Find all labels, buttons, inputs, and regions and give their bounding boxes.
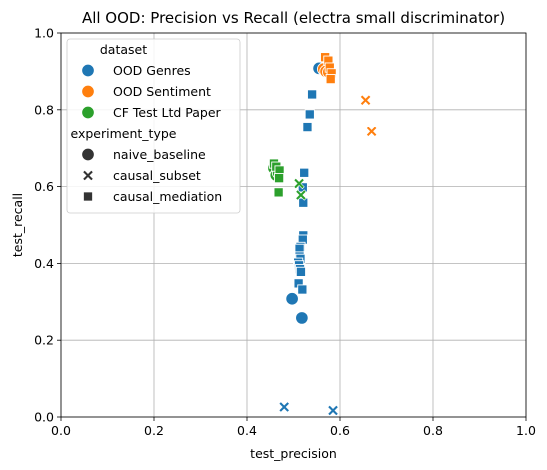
legend-entry-experiment-type: causal_subset: [113, 168, 201, 183]
data-point-circle: [295, 311, 309, 325]
legend-marker-circle: [81, 63, 95, 78]
plot-frame: [60, 32, 527, 418]
data-point-square: [325, 74, 336, 85]
legend-marker-square: [82, 191, 94, 202]
data-point-x: [359, 94, 372, 106]
axis-ticks: 0.0 0.2 0.4 0.6 0.8 1.0 0.0 0.2 0.4 0.6 0.8 1.0: [34, 26, 536, 439]
data-point-square: [297, 284, 308, 295]
data-point-circle: [285, 291, 299, 306]
data-point-square: [302, 122, 313, 133]
y-tick-label: 1.0: [34, 26, 54, 41]
y-axis-label: test_recall: [10, 193, 25, 257]
chart-title: All OOD: Precision vs Recall (electra sm…: [82, 9, 505, 27]
data-point-square: [304, 109, 315, 120]
legend-entry-dataset: OOD Genres: [113, 63, 191, 78]
x-tick-label: 0.6: [330, 423, 350, 438]
legend-title-dataset: dataset: [100, 42, 147, 57]
data-point-square: [299, 167, 310, 178]
data-point-square: [295, 266, 306, 277]
data-point-x: [293, 177, 305, 190]
data-point-x: [327, 404, 339, 417]
data-point-x: [278, 401, 290, 413]
legend-entry-dataset: OOD Sentiment: [113, 84, 211, 99]
legend-marker-circle: [81, 147, 95, 162]
legend-marker-circle: [81, 105, 95, 120]
data-point-x: [295, 189, 307, 201]
data-point-square: [307, 89, 318, 100]
legend-entry-dataset: CF Test Ltd Paper: [113, 105, 222, 120]
x-tick-label: 0.2: [144, 423, 164, 438]
legend-marker-circle: [81, 84, 95, 99]
legend-title-experiment-type: experiment_type: [71, 126, 177, 141]
x-tick-label: 0.8: [423, 423, 443, 438]
y-tick-label: 0.2: [34, 333, 54, 348]
x-tick-label: 0.0: [51, 423, 71, 438]
legend-entry-experiment-type: causal_mediation: [113, 189, 222, 204]
data-point-x: [365, 125, 378, 137]
x-tick-label: 0.4: [237, 423, 257, 438]
y-tick-label: 0.6: [34, 179, 54, 194]
data-points: [267, 52, 378, 417]
y-tick-label: 0.4: [34, 256, 54, 271]
x-axis-label: test_precision: [250, 446, 337, 461]
y-tick-label: 0.8: [34, 102, 54, 117]
legend-entry-experiment-type: naive_baseline: [113, 147, 206, 162]
legend-box: [66, 38, 241, 214]
data-point-square: [274, 173, 285, 184]
legend: dataset OOD Genres OOD Sentiment CF Test Lt…: [66, 38, 241, 214]
data-point-square: [273, 187, 284, 198]
legend-marker-x: [82, 169, 94, 182]
x-tick-label: 1.0: [516, 423, 536, 438]
y-tick-label: 0.0: [34, 410, 54, 425]
